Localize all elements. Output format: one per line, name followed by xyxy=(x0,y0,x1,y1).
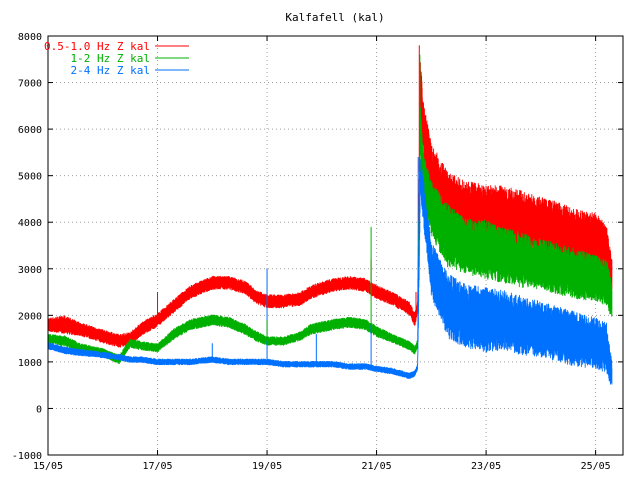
series-line-1 xyxy=(47,62,613,348)
axes: -1000 0 1000 2000 3000 4000 5000 6000 7000 8000 15… xyxy=(12,32,624,472)
plot-frame xyxy=(47,35,624,456)
chart-title: Kalfafell (kal) xyxy=(285,11,384,24)
y-tick-label: 5000 xyxy=(18,172,42,183)
y-tick-label: -1000 xyxy=(12,451,42,462)
x-tick-label: 23/05 xyxy=(471,461,501,472)
y-tick-label: 1000 xyxy=(18,358,42,369)
legend-label-2: 1-2 Hz Z kal xyxy=(71,52,150,65)
x-tick-label: 15/05 xyxy=(33,461,63,472)
legend-label-3: 2-4 Hz Z kal xyxy=(71,64,150,77)
y-tick-label: 4000 xyxy=(18,218,42,229)
y-tick-label: 3000 xyxy=(18,265,42,276)
y-tick-label: 2000 xyxy=(18,311,42,322)
y-tick-label: 6000 xyxy=(18,125,42,136)
x-tick-label: 25/05 xyxy=(581,461,611,472)
legend-label-1: 0.5-1.0 Hz Z kal xyxy=(44,40,150,53)
series-line-3 xyxy=(47,158,613,385)
x-tick-label: 19/05 xyxy=(252,461,282,472)
x-tick-label: 17/05 xyxy=(142,461,172,472)
y-tick-label: 0 xyxy=(36,404,42,415)
y-tick-label: 8000 xyxy=(18,32,42,43)
series-layer xyxy=(47,45,613,385)
series-line-2 xyxy=(47,107,613,365)
x-tick-label: 21/05 xyxy=(362,461,392,472)
y-tick-label: 7000 xyxy=(18,79,42,90)
